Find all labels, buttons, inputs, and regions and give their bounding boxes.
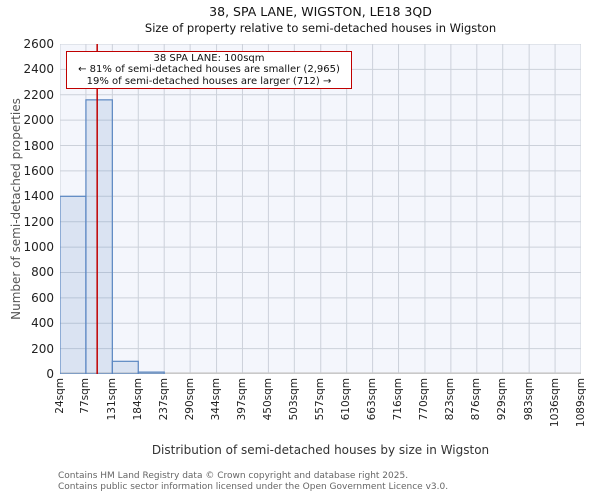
x-tick-label: 184sqm [131, 378, 144, 421]
y-tick-label: 0 [46, 367, 54, 381]
x-axis-label: Distribution of semi-detached houses by … [151, 443, 490, 457]
y-tick-label: 2400 [23, 62, 54, 77]
x-tick-label: 131sqm [105, 378, 118, 421]
plot-area [60, 44, 581, 374]
y-axis-label: Number of semi-detached properties [9, 98, 23, 320]
marker-annotation: 38 SPA LANE: 100sqm ← 81% of semi-detach… [66, 51, 352, 89]
y-tick-label: 1000 [23, 240, 54, 255]
x-tick-label: 450sqm [261, 378, 274, 421]
histogram-bar [85, 99, 113, 374]
y-tick-label: 2600 [23, 37, 54, 51]
y-tick-label: 800 [31, 265, 54, 280]
y-tick-label: 1400 [23, 189, 54, 204]
x-tick-label: 876sqm [470, 378, 483, 421]
chart-title: 38, SPA LANE, WIGSTON, LE18 3QD [209, 4, 432, 19]
histogram-bar [60, 195, 87, 374]
x-tick-label: 24sqm [53, 378, 66, 414]
x-tick-label: 610sqm [340, 378, 353, 421]
y-tick-label: 600 [31, 290, 54, 305]
annotation-line-1: 38 SPA LANE: 100sqm [153, 53, 265, 64]
x-tick-label: 344sqm [210, 378, 223, 421]
y-tick-label: 1200 [23, 214, 54, 229]
x-tick-label: 237sqm [157, 378, 170, 421]
annotation-line-3: 19% of semi-detached houses are larger (… [86, 75, 332, 87]
x-tick-label: 557sqm [314, 378, 327, 421]
footer-line-1: Contains HM Land Registry data © Crown c… [58, 471, 409, 481]
footer-line-2: Contains public sector information licen… [58, 481, 449, 492]
y-tick-label: 2200 [23, 87, 54, 102]
y-tick-label: 1800 [23, 138, 54, 153]
x-tick-label: 983sqm [522, 378, 535, 421]
x-tick-label: 290sqm [183, 378, 196, 421]
y-tick-label: 200 [31, 341, 54, 356]
x-tick-label: 823sqm [444, 378, 457, 421]
x-tick-label: 770sqm [418, 378, 431, 421]
x-tick-label: 1036sqm [548, 378, 561, 428]
x-tick-label: 1089sqm [574, 378, 587, 428]
x-tick-label: 503sqm [287, 378, 300, 421]
x-tick-label: 716sqm [392, 378, 405, 421]
footer: Contains HM Land Registry data © Crown c… [58, 471, 448, 492]
y-tick-label: 2000 [23, 113, 54, 128]
chart-subtitle: Size of property relative to semi-detach… [144, 21, 497, 35]
histogram-bar [111, 360, 139, 374]
y-tick-label: 1600 [23, 163, 54, 178]
x-tick-label: 929sqm [496, 378, 509, 421]
histogram-bar [137, 371, 165, 374]
x-tick-label: 397sqm [235, 378, 248, 421]
annotation-line-2: ← 81% of semi-detached houses are smalle… [78, 64, 340, 76]
x-tick-label: 663sqm [366, 378, 379, 421]
histogram-svg [60, 44, 581, 374]
x-tick-label: 77sqm [79, 378, 92, 414]
y-tick-label: 400 [31, 316, 54, 331]
